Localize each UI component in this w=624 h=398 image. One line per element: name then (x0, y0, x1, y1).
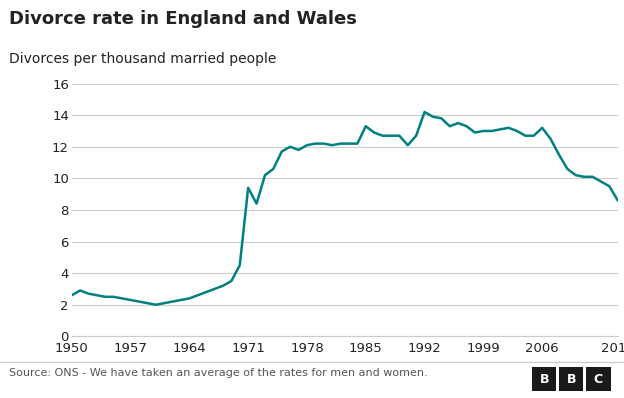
FancyBboxPatch shape (587, 367, 610, 391)
FancyBboxPatch shape (559, 367, 583, 391)
Text: B: B (567, 373, 576, 386)
Text: C: C (594, 373, 603, 386)
FancyBboxPatch shape (532, 367, 556, 391)
Text: Divorces per thousand married people: Divorces per thousand married people (9, 52, 276, 66)
Text: B: B (539, 373, 549, 386)
Text: Divorce rate in England and Wales: Divorce rate in England and Wales (9, 10, 357, 28)
Text: Source: ONS - We have taken an average of the rates for men and women.: Source: ONS - We have taken an average o… (9, 368, 428, 378)
